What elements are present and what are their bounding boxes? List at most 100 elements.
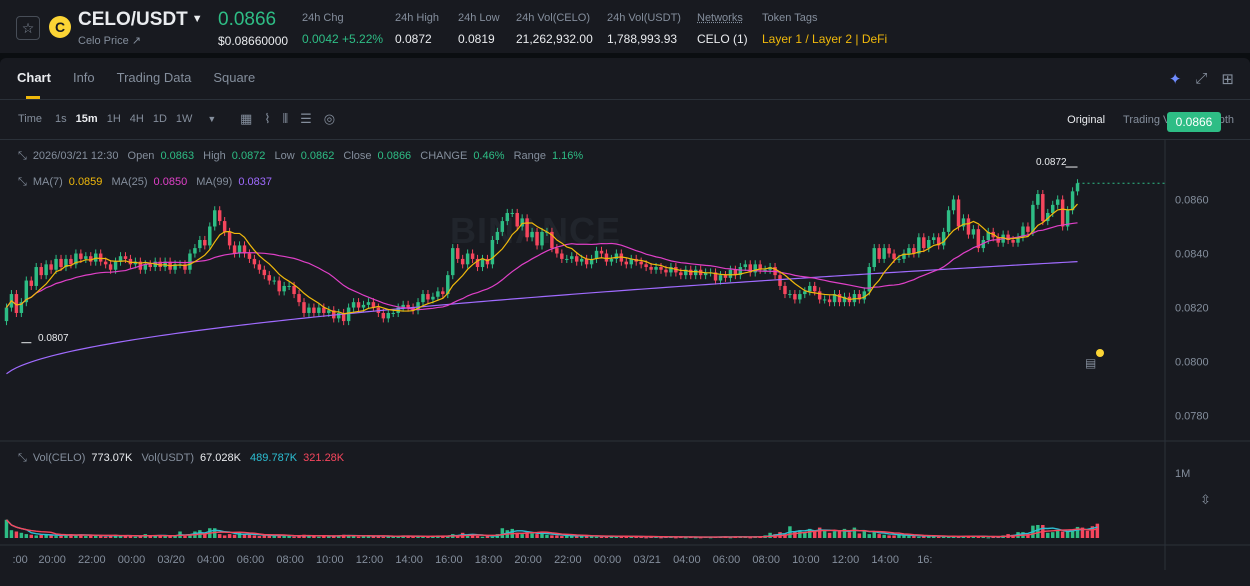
volume-bar — [79, 534, 83, 538]
timeframe-label[interactable]: Time — [18, 113, 43, 125]
volume-bar — [163, 536, 167, 538]
candle-body — [208, 226, 212, 246]
calendar-icon[interactable]: ▦ — [240, 111, 253, 126]
tab-square[interactable]: Square — [213, 70, 256, 85]
volume-bar — [69, 534, 73, 538]
candle-body — [173, 264, 177, 270]
volume-bar — [887, 535, 891, 538]
note-icon[interactable]: ▤ — [1085, 356, 1097, 370]
volume-bar — [698, 537, 703, 539]
candle-body — [39, 267, 43, 276]
candle-body — [579, 258, 584, 262]
volume-bar — [158, 535, 162, 538]
candle-body — [64, 258, 68, 268]
time-tick-label: 18:00 — [475, 554, 503, 566]
scale-toggle-icon[interactable]: ⇳ — [1200, 492, 1211, 507]
chart-type-icon[interactable]: ⫴ — [282, 111, 289, 126]
candle-body — [277, 280, 281, 292]
chart-tabs: Chart Info Trading Data Square — [17, 70, 256, 99]
timeframe-15m[interactable]: 15m — [75, 113, 98, 125]
candle-body — [693, 269, 698, 276]
time-tick-label: 03/21 — [633, 554, 661, 566]
timeframe-more-icon[interactable]: ▼ — [207, 114, 217, 124]
tab-chart[interactable]: Chart — [17, 70, 51, 99]
candle-body — [148, 264, 153, 268]
volume-bar — [232, 534, 237, 538]
timeframe-1D[interactable]: 1D — [152, 113, 167, 125]
volume-bar — [297, 536, 301, 538]
time-tick-label: 22:00 — [554, 554, 582, 566]
tab-info[interactable]: Info — [72, 70, 95, 85]
volume-bar — [892, 535, 896, 538]
legend-open-label: Open — [127, 150, 155, 162]
stat-label: Networks — [697, 12, 743, 24]
candle-body — [49, 264, 53, 270]
vol-usdt-label: Vol(USDT) — [141, 452, 194, 464]
volume-bar — [971, 536, 976, 538]
volume-bar — [89, 535, 93, 538]
volume-bar — [441, 536, 445, 538]
candle-body — [936, 237, 941, 246]
volume-bar — [674, 537, 678, 539]
stat-label: Token Tags — [762, 12, 818, 24]
candle-body — [946, 210, 951, 232]
target-icon[interactable]: ◎ — [323, 111, 336, 126]
tab-trading-data[interactable]: Trading Data — [116, 70, 192, 85]
candle-body — [59, 258, 63, 268]
stat-6[interactable]: Token Tags Layer 1 / Layer 2 | DeFi — [762, 12, 887, 46]
timeframe-1s[interactable]: 1s — [55, 113, 67, 125]
ohlc-legend: ⤡ 2026/03/21 12:30 Open 0.0863 High 0.0872 … — [18, 150, 584, 162]
candle-body — [34, 267, 38, 286]
volume-bar — [14, 531, 19, 538]
volume-bar — [421, 536, 425, 538]
volume-bar — [98, 536, 103, 538]
volume-bar — [808, 528, 812, 538]
volume-bar — [1085, 530, 1090, 538]
stat-value: Layer 1 / Layer 2 | DeFi — [762, 32, 888, 46]
candle-body — [252, 258, 257, 265]
candle-body — [912, 248, 916, 254]
price-info-link[interactable]: Celo Price ↗ — [78, 35, 142, 47]
volume-bar — [783, 534, 787, 538]
pair-selector[interactable]: CELO/USDT ▼ — [78, 9, 203, 31]
stat-label: 24h Vol(USDT) — [607, 12, 681, 24]
ai-sparkle-icon[interactable]: ✦ — [1168, 71, 1182, 88]
candle-body — [753, 264, 757, 273]
volume-bar — [530, 533, 534, 538]
candle-body — [589, 258, 594, 265]
layout-grid-icon[interactable]: ⊞ — [1221, 71, 1234, 88]
volume-bar — [594, 536, 599, 538]
legend-high: 0.0872 — [231, 150, 266, 162]
timeframe-4H[interactable]: 4H — [129, 113, 144, 125]
stat-5[interactable]: Networks CELO (1) — [697, 12, 748, 46]
volume-bar — [366, 535, 371, 538]
timeframe-1W[interactable]: 1W — [175, 113, 193, 125]
vol-celo-value: 773.07K — [91, 452, 133, 464]
volume-bar — [416, 536, 420, 538]
candle-body — [158, 261, 162, 268]
volume-bar — [812, 531, 817, 538]
candle-body — [242, 245, 247, 254]
candle-body — [386, 312, 391, 319]
time-tick-label: 08:00 — [752, 554, 780, 566]
chart-settings-icon[interactable]: ☰ — [300, 111, 312, 126]
stat-value: 21,262,932.00 — [516, 32, 593, 46]
timeframe-1H[interactable]: 1H — [106, 113, 121, 125]
price-tick-label: 0.0860 — [1175, 194, 1209, 206]
fullscreen-icon[interactable]: ⤢ — [1195, 70, 1208, 87]
indicators-icon[interactable]: ⌇ — [264, 111, 271, 126]
volume-bar — [480, 536, 485, 538]
candle-body — [213, 210, 217, 227]
volume-bar — [1065, 530, 1070, 538]
candle-body — [654, 267, 658, 270]
volume-bar — [827, 532, 832, 538]
candle-body — [1036, 194, 1040, 205]
candle-body — [401, 304, 405, 308]
favorite-star-icon[interactable]: ☆ — [16, 16, 40, 40]
candle-body — [366, 302, 371, 305]
view-original[interactable]: Original — [1067, 114, 1106, 126]
volume-bar — [153, 536, 157, 538]
candle-body — [679, 272, 683, 276]
candle-body — [98, 253, 103, 262]
